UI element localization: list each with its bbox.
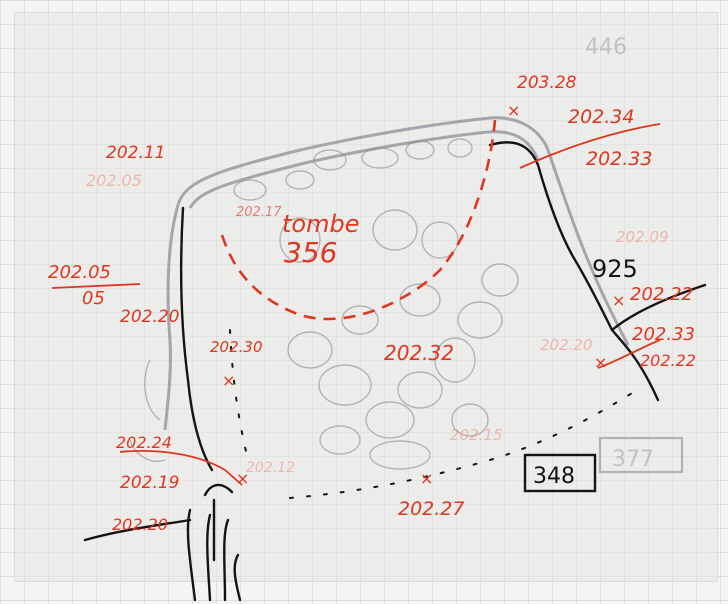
under-sheet-number: 446 (585, 35, 627, 60)
level-label: 202.30 (210, 338, 263, 356)
pencil-outline (163, 116, 630, 431)
dotted-limit (229, 329, 641, 499)
level-label: 202.22 (630, 284, 693, 305)
context-number-box: 348 (533, 464, 575, 489)
marker-x: × (507, 101, 520, 120)
level-label-faint: 202.12 (246, 460, 295, 476)
level-label: 202.20 (120, 307, 179, 327)
marker-x: × (420, 469, 433, 488)
red-lines (51, 123, 661, 486)
level-label: 202.34 (568, 106, 634, 128)
level-denominator: 05 (82, 288, 105, 309)
level-markers: × × × × × × (222, 101, 625, 488)
level-label: 202.22 (640, 351, 696, 370)
level-label: 202.05 (48, 262, 111, 283)
grave-outline (220, 119, 497, 321)
marker-x: × (222, 371, 235, 390)
level-label: 202.32 (384, 341, 454, 365)
tracing-film (14, 12, 718, 582)
marker-x: × (236, 469, 249, 488)
feature-number: 356 (284, 236, 337, 269)
level-label-faint: 202.09 (616, 228, 669, 246)
level-label: 202.11 (106, 143, 165, 163)
marker-x: × (612, 291, 625, 310)
level-label-faint: 202.20 (540, 336, 593, 354)
context-number-grey: 377 (612, 447, 654, 472)
pencil-stones (129, 138, 519, 470)
ink-lines (83, 141, 707, 602)
level-label-faint: 202.17 (236, 205, 282, 220)
context-box-grey (598, 436, 684, 474)
level-label: 202.19 (120, 473, 179, 493)
level-label: 202.33 (632, 324, 695, 345)
level-labels: 203.28 202.34 202.33 202.11 202.05 202.0… (48, 73, 696, 534)
level-label: 202.33 (586, 148, 652, 170)
level-label: 202.20 (112, 515, 168, 534)
context-number: 925 (592, 255, 638, 283)
level-label-faint: 202.05 (86, 171, 142, 190)
feature-name: tombe (282, 210, 359, 238)
level-label: 202.27 (398, 498, 464, 520)
marker-x: × (594, 353, 607, 372)
level-label-faint: 202.15 (450, 426, 503, 444)
level-label: 203.28 (517, 73, 577, 93)
context-box-black (523, 453, 597, 493)
level-label: 202.24 (116, 433, 172, 452)
